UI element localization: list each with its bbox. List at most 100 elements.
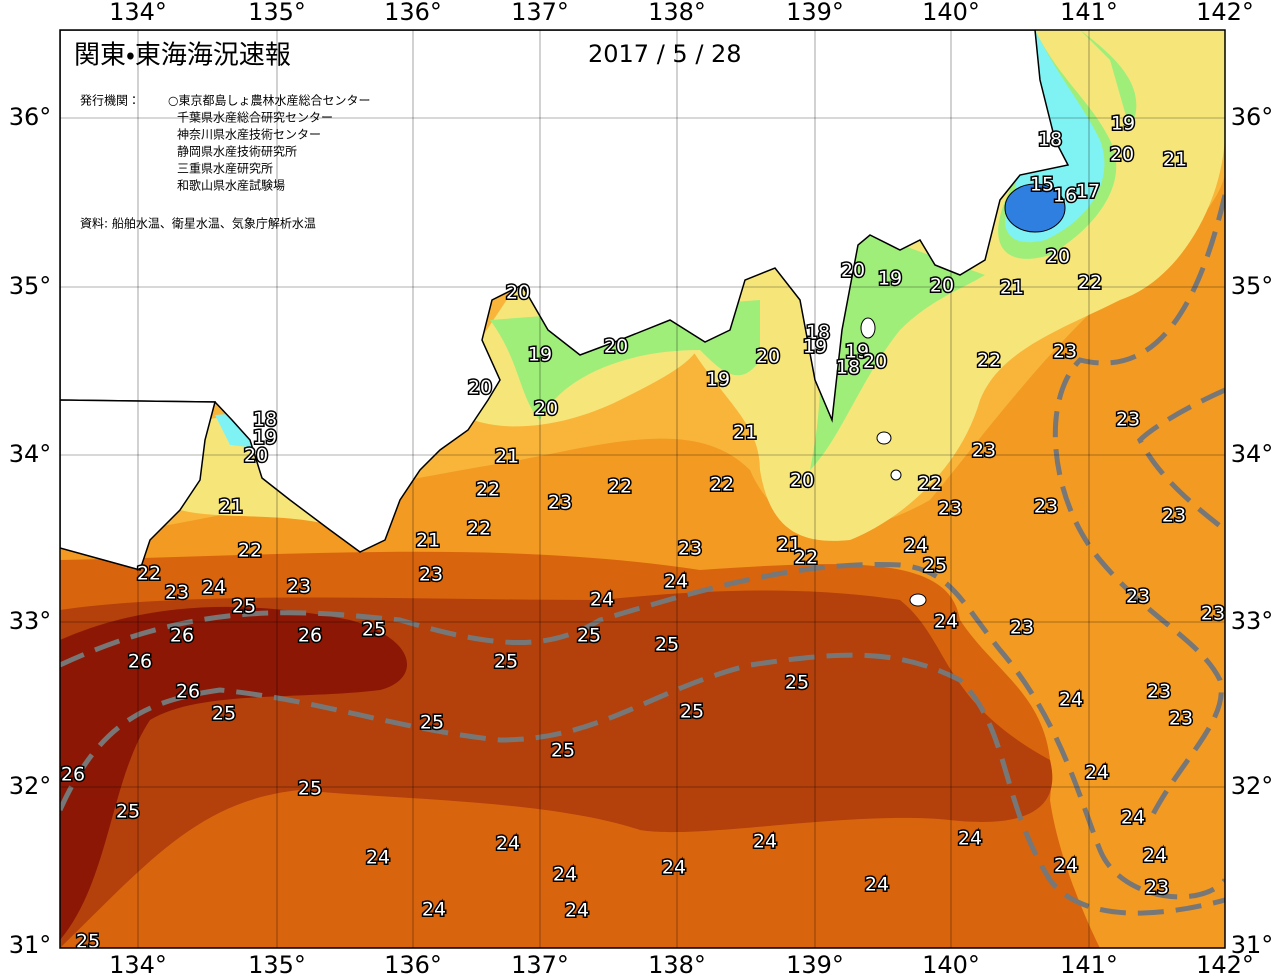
isotherm-label: 20 [790,470,814,492]
isotherm-label: 23 [165,582,189,604]
isotherm-label: 24 [753,831,777,853]
isotherm-label: 19 [878,268,902,290]
isotherm-label: 25 [362,619,386,641]
isotherm-label: 25 [785,672,809,694]
isotherm-label: 23 [1201,603,1225,625]
sea-15 [1004,183,1066,233]
lat-label-right: 31° [1231,931,1274,959]
isotherm-label: 25 [551,740,575,762]
island [890,469,902,481]
kuroshio-path [1136,387,1225,532]
grid [60,30,1225,948]
isotherm-label: 23 [1010,617,1034,639]
island [860,317,876,339]
isotherm-label: 22 [238,540,262,562]
isotherm-label: 23 [419,564,443,586]
isotherm-label: 25 [923,555,947,577]
isotherm-label: 22 [794,547,818,569]
isotherm-label: 25 [577,625,601,647]
lon-label-bottom: 138° [648,951,706,979]
kuroshio-path [1052,194,1225,822]
isotherm-label: 23 [1147,681,1171,703]
isotherm-label: 25 [116,801,140,823]
lon-label-top: 142° [1196,0,1254,26]
isotherm-label: 25 [212,703,236,725]
isotherm-label: 24 [1085,762,1109,784]
lon-label-top: 141° [1060,0,1118,26]
isotherm-label: 23 [938,498,962,520]
island [876,431,892,445]
isotherm-label: 25 [76,931,100,953]
isotherm-label: 23 [1034,496,1058,518]
isotherm-label: 24 [496,833,520,855]
land [60,399,216,571]
lon-label-top: 136° [384,0,442,26]
isotherm-label: 22 [137,563,161,585]
lon-label-top: 140° [922,0,980,26]
isotherm-label: 23 [1116,409,1140,431]
isotherm-label: 24 [1121,807,1145,829]
isotherm-label: 22 [710,474,734,496]
isotherm-label: 20 [534,398,558,420]
kuroshio-lines [60,194,1225,916]
isotherm-label: 24 [664,571,688,593]
isotherm-label: 23 [1053,341,1077,363]
isotherm-label: 22 [476,479,500,501]
isotherm-label: 20 [506,282,530,304]
isotherm-label: 19 [845,341,869,363]
lon-label-bottom: 135° [248,951,306,979]
lat-label-right: 33° [1231,607,1274,635]
isotherm-label: 19 [528,344,552,366]
isotherm-label: 24 [958,828,982,850]
issuer: ○東京都島しょ農林水産総合センター [168,93,370,108]
isotherm-label: 24 [662,857,686,879]
isotherm-label: 20 [468,377,492,399]
isotherm-label: 25 [420,712,444,734]
issuer: 和歌山県水産試験場 [177,178,285,193]
isotherm-label: 22 [918,473,942,495]
lat-label-left: 34° [9,440,52,468]
isotherm-label: 20 [756,346,780,368]
isotherm-label: 23 [287,576,311,598]
isotherm-label: 25 [232,596,256,618]
lon-label-bottom: 134° [109,951,167,979]
isotherm-label: 23 [972,440,996,462]
isotherm-label: 23 [678,538,702,560]
isotherm-label: 16 [1053,185,1077,207]
isotherm-label: 20 [244,445,268,467]
lon-label-top: 137° [511,0,569,26]
issuer-label: 発行機関： [80,94,140,108]
isotherm-label: 18 [806,322,830,344]
source: 資料: 船舶水温、衛星水温、気象庁解析水温 [80,216,316,231]
isotherm-label: 24 [422,899,446,921]
kuroshio-path [60,561,1225,900]
isotherm-label: 22 [1078,272,1102,294]
isotherm-label: 19 [706,369,730,391]
lat-label-right: 32° [1231,772,1274,800]
isotherm-label: 19 [1111,113,1135,135]
lat-label-left: 32° [9,772,52,800]
isotherm-label: 20 [863,351,887,373]
title: 関東・東海海況速報 [74,41,291,71]
isotherm-label: 24 [553,864,577,886]
lon-label-bottom: 140° [922,951,980,979]
isotherm-label: 23 [1126,586,1150,608]
issuer: 三重県水産研究所 [177,162,273,176]
isotherm-label: 22 [467,518,491,540]
lat-label-left: 35° [9,272,52,300]
isotherm-label: 17 [1076,181,1100,203]
isotherm-label: 24 [1054,855,1078,877]
lat-label-left: 33° [9,607,52,635]
isotherm-label: 23 [548,492,572,514]
isotherm-label: 19 [253,427,277,449]
sea-26 [60,606,408,940]
isotherm-label: 26 [298,625,322,647]
frame [59,29,1226,949]
lat-label-right: 36° [1231,103,1274,131]
isotherm-label: 18 [1038,129,1062,151]
isotherm-label: 24 [565,900,589,922]
lon-label-bottom: 136° [384,951,442,979]
isotherm-label: 24 [1059,689,1083,711]
isotherm-label: 19 [803,336,827,358]
